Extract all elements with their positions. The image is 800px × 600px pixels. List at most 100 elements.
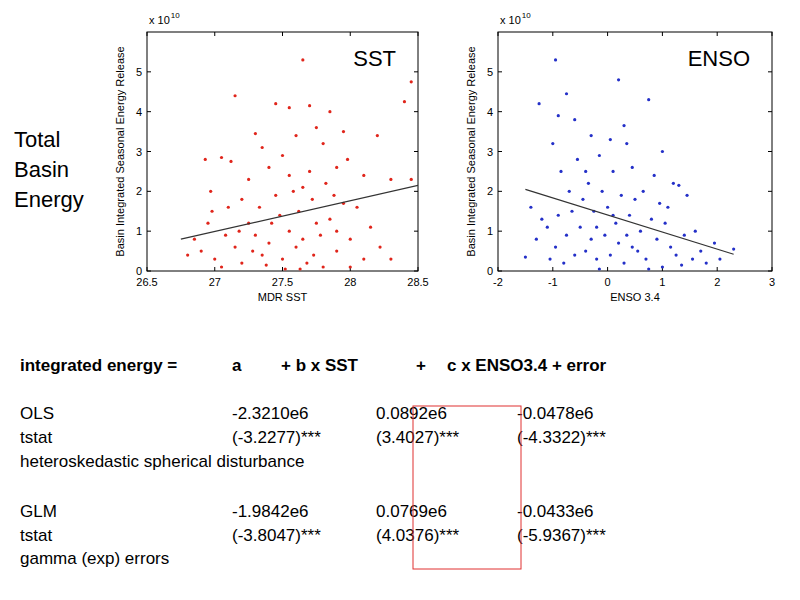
point — [664, 222, 667, 225]
y-tick — [768, 71, 772, 72]
point — [200, 249, 203, 252]
point — [554, 246, 557, 249]
x-tick — [662, 32, 663, 36]
x-tick-label: -1 — [548, 276, 558, 288]
point — [335, 249, 338, 252]
point — [658, 202, 661, 205]
equation-part: + — [416, 356, 426, 375]
highlight-box — [413, 406, 521, 569]
point — [573, 118, 576, 121]
point — [538, 102, 541, 105]
x-tick-label: 27 — [209, 276, 221, 288]
point — [631, 166, 634, 169]
point — [322, 265, 325, 268]
y-tick — [147, 111, 151, 112]
point — [254, 132, 257, 135]
point — [284, 267, 287, 270]
point — [548, 257, 551, 260]
y-tick — [498, 191, 502, 192]
point — [625, 142, 628, 145]
x-tick — [282, 32, 283, 36]
table-cell: -0.0478e6 — [517, 404, 594, 423]
point — [598, 154, 601, 157]
point — [705, 261, 708, 264]
point — [312, 253, 315, 256]
point — [559, 170, 562, 173]
point — [639, 230, 642, 233]
point — [661, 265, 664, 268]
x-tick — [717, 32, 718, 36]
point — [403, 100, 406, 103]
point — [570, 210, 573, 213]
table-cell: -0.0433e6 — [517, 502, 594, 521]
side-label: Total — [14, 127, 60, 152]
y-tick-label: 2 — [136, 185, 142, 197]
point — [328, 218, 331, 221]
point — [389, 178, 392, 181]
point — [603, 234, 606, 237]
y-tick — [498, 271, 502, 272]
point — [376, 134, 379, 137]
point — [595, 226, 598, 229]
table-cell: (-4.3322)*** — [517, 428, 606, 447]
table-cell: (3.4027)*** — [376, 428, 460, 447]
point — [601, 190, 604, 193]
point — [378, 246, 381, 249]
x-tick — [147, 32, 148, 36]
point — [609, 253, 612, 256]
x-tick-label: 3 — [769, 276, 775, 288]
point — [349, 265, 352, 268]
point — [579, 226, 582, 229]
point — [557, 114, 560, 117]
point — [204, 158, 207, 161]
point — [238, 230, 241, 233]
y-tick — [414, 71, 418, 72]
point — [628, 214, 631, 217]
point — [644, 257, 647, 260]
y-tick — [768, 111, 772, 112]
point — [355, 206, 358, 209]
point — [294, 134, 297, 137]
x-tick-label: 27.5 — [272, 276, 293, 288]
point — [576, 158, 579, 161]
point — [193, 238, 196, 241]
y-axis-label: Basin Integrated Seasonal Energy Release — [465, 46, 477, 256]
point — [362, 257, 365, 260]
table-cell: tstat — [20, 428, 52, 447]
side-label: Energy — [14, 187, 84, 212]
point — [311, 198, 314, 201]
point — [595, 257, 598, 260]
point — [267, 166, 270, 169]
axis-multiplier: x 10 — [149, 14, 170, 26]
y-tick — [414, 231, 418, 232]
point — [206, 222, 209, 225]
table-cell: GLM — [20, 502, 57, 521]
point — [288, 230, 291, 233]
point — [694, 230, 697, 233]
point — [677, 184, 680, 187]
point — [565, 234, 568, 237]
point — [653, 174, 656, 177]
x-tick — [717, 267, 718, 271]
point — [288, 174, 291, 177]
point — [573, 253, 576, 256]
point — [328, 110, 331, 113]
table-cell: (4.0376)*** — [376, 526, 460, 545]
point — [332, 194, 335, 197]
y-tick — [147, 151, 151, 152]
table-cell: tstat — [20, 526, 52, 545]
x-tick — [147, 267, 148, 271]
point — [274, 194, 277, 197]
table-cell: (-3.8047)*** — [232, 526, 321, 545]
point — [718, 257, 721, 260]
point — [369, 226, 372, 229]
point — [294, 246, 297, 249]
point — [611, 170, 614, 173]
point — [680, 263, 683, 266]
point — [713, 242, 716, 245]
point — [324, 182, 327, 185]
marks — [524, 58, 735, 270]
y-tick — [414, 151, 418, 152]
x-tick — [214, 267, 215, 271]
x-tick — [772, 32, 773, 36]
